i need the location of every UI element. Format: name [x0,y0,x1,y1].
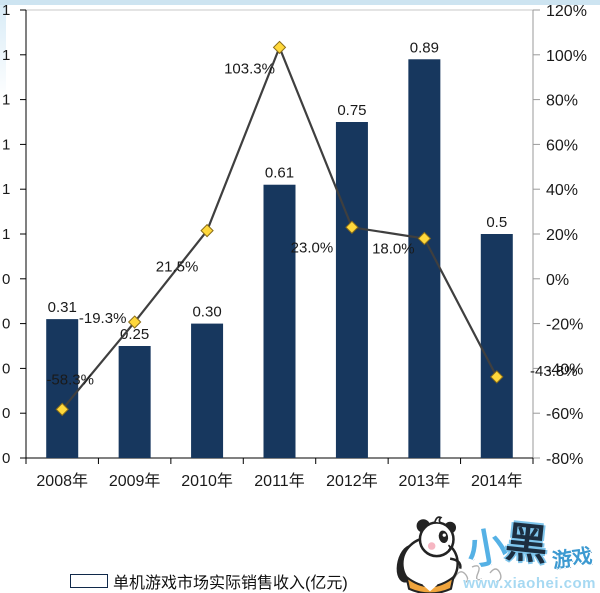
x-axis-category-label: 2014年 [471,472,523,490]
growth-rate-label: -19.3% [79,310,127,327]
x-axis-category-label: 2008年 [36,472,88,490]
line-marker-diamond [490,370,504,384]
brand-wordmark: 小 黑 游戏 [463,510,600,574]
right-axis-tick-label: 40% [546,182,578,199]
legend-label-revenue: 单机游戏市场实际销售收入(亿元) [113,575,348,592]
left-axis-tick-label: 0 [2,405,10,422]
left-axis-tick-label: 1 [2,136,10,153]
x-axis-category-label: 2012年 [326,472,378,490]
legend-swatch-revenue [70,574,108,588]
line-marker-diamond [272,40,287,55]
left-axis-tick-label: 1 [2,226,10,243]
combo-chart-plot: 1 1 1 1 1 1 0 0 0 0 0 120% 100% 80% 60% 40% 20% 0% -20% -40… [2,2,587,490]
right-axis-tick-label: 20% [546,227,578,244]
bar-2009年 [118,346,151,458]
bar-2011年 [263,184,296,458]
line-marker-diamond [417,231,432,246]
right-axis-tick-label: 120% [546,3,587,20]
bar-value-label: 0.30 [192,304,221,321]
bar-2014年 [480,234,513,458]
line-marker-diamond [345,220,359,234]
right-axis-tick-label: -80% [546,451,583,468]
x-axis-category-label: 2010年 [181,472,233,490]
growth-rate-label: 21.5% [156,259,199,276]
right-axis-tick-label: 0% [546,272,569,289]
line-marker-diamond [127,315,142,329]
left-axis-tick-label: 0 [2,316,10,333]
left-axis-tick-label: 1 [2,181,10,198]
chart-legend: 单机游戏市场实际销售收入(亿元) [70,569,348,593]
growth-rate-label: 103.3% [224,60,275,77]
left-axis-tick-label: 0 [2,450,10,467]
brand-suffix-games: 游戏 [551,545,594,573]
growth-rate-label: 23.0% [291,239,334,256]
bar-2008年 [46,319,79,458]
right-axis-tick-label: -20% [546,317,583,334]
bar-2010年 [191,323,224,458]
site-url: www.xiaohei.com [463,575,596,592]
x-axis-category-label: 2009年 [109,472,161,490]
right-axis-tick-label: -60% [546,406,583,423]
right-axis-tick-label: 60% [546,137,578,154]
left-border-strip [0,5,6,100]
right-axis-tick-label: -40% [546,361,583,378]
line-marker-diamond [200,223,214,238]
bar-value-label: 0.5 [486,214,507,231]
top-border-strip [0,0,600,5]
x-axis-category-label: 2011年 [254,472,304,490]
left-axis-tick-label: 1 [2,2,10,19]
left-axis-tick-label: 0 [2,360,10,377]
growth-rate-label: 18.0% [372,240,415,257]
bar-value-label: 0.61 [265,165,294,182]
right-axis-tick-label: 80% [546,93,578,110]
x-axis-category-label: 2013年 [399,472,451,490]
left-axis-tick-label: 1 [2,47,10,64]
bar-2012年 [335,122,368,458]
left-axis-tick-label: 1 [2,92,10,109]
growth-rate-label: -58.3% [46,371,94,388]
growth-rate-label: -43.8% [530,363,578,380]
bar-value-label: 0.75 [337,102,366,119]
right-axis-tick-label: 100% [546,48,587,65]
bar-value-label: 0.89 [410,39,439,56]
watermark-logo: 小 黑 游戏 www.xiaohei.com [388,508,600,593]
line-marker-diamond [55,402,69,417]
brand-char-hei: 黑 [503,517,551,570]
bar-value-label: 0.31 [48,299,77,316]
left-axis-tick-label: 0 [2,271,10,288]
panda-mascot-icon [396,516,462,593]
